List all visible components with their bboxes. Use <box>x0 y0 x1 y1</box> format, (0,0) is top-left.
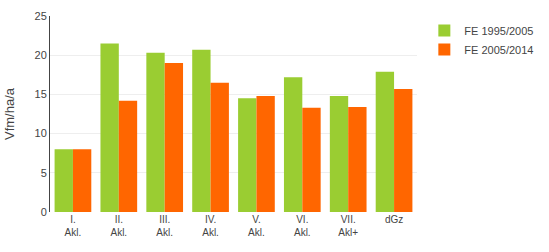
svg-text:25: 25 <box>35 10 47 22</box>
svg-text:Vfm/ha/a: Vfm/ha/a <box>2 87 17 140</box>
svg-text:15: 15 <box>35 88 47 100</box>
svg-text:10: 10 <box>35 127 47 139</box>
svg-text:III.Akl.: III.Akl. <box>156 214 173 238</box>
svg-text:IV.Akl.: IV.Akl. <box>202 214 219 238</box>
svg-text:V.Akl.: V.Akl. <box>248 214 265 238</box>
svg-text:dGz: dGz <box>385 214 403 225</box>
svg-text:I.Akl.: I.Akl. <box>65 214 82 238</box>
svg-text:FE 2005/2014: FE 2005/2014 <box>464 44 533 56</box>
svg-text:VII.Akl+: VII.Akl+ <box>338 214 358 238</box>
svg-text:VI.Akl.: VI.Akl. <box>294 214 311 238</box>
svg-text:II.Akl.: II.Akl. <box>110 214 127 238</box>
svg-text:0: 0 <box>41 206 47 218</box>
svg-text:FE 1995/2005: FE 1995/2005 <box>464 25 533 37</box>
svg-text:20: 20 <box>35 49 47 61</box>
svg-text:5: 5 <box>41 167 47 179</box>
